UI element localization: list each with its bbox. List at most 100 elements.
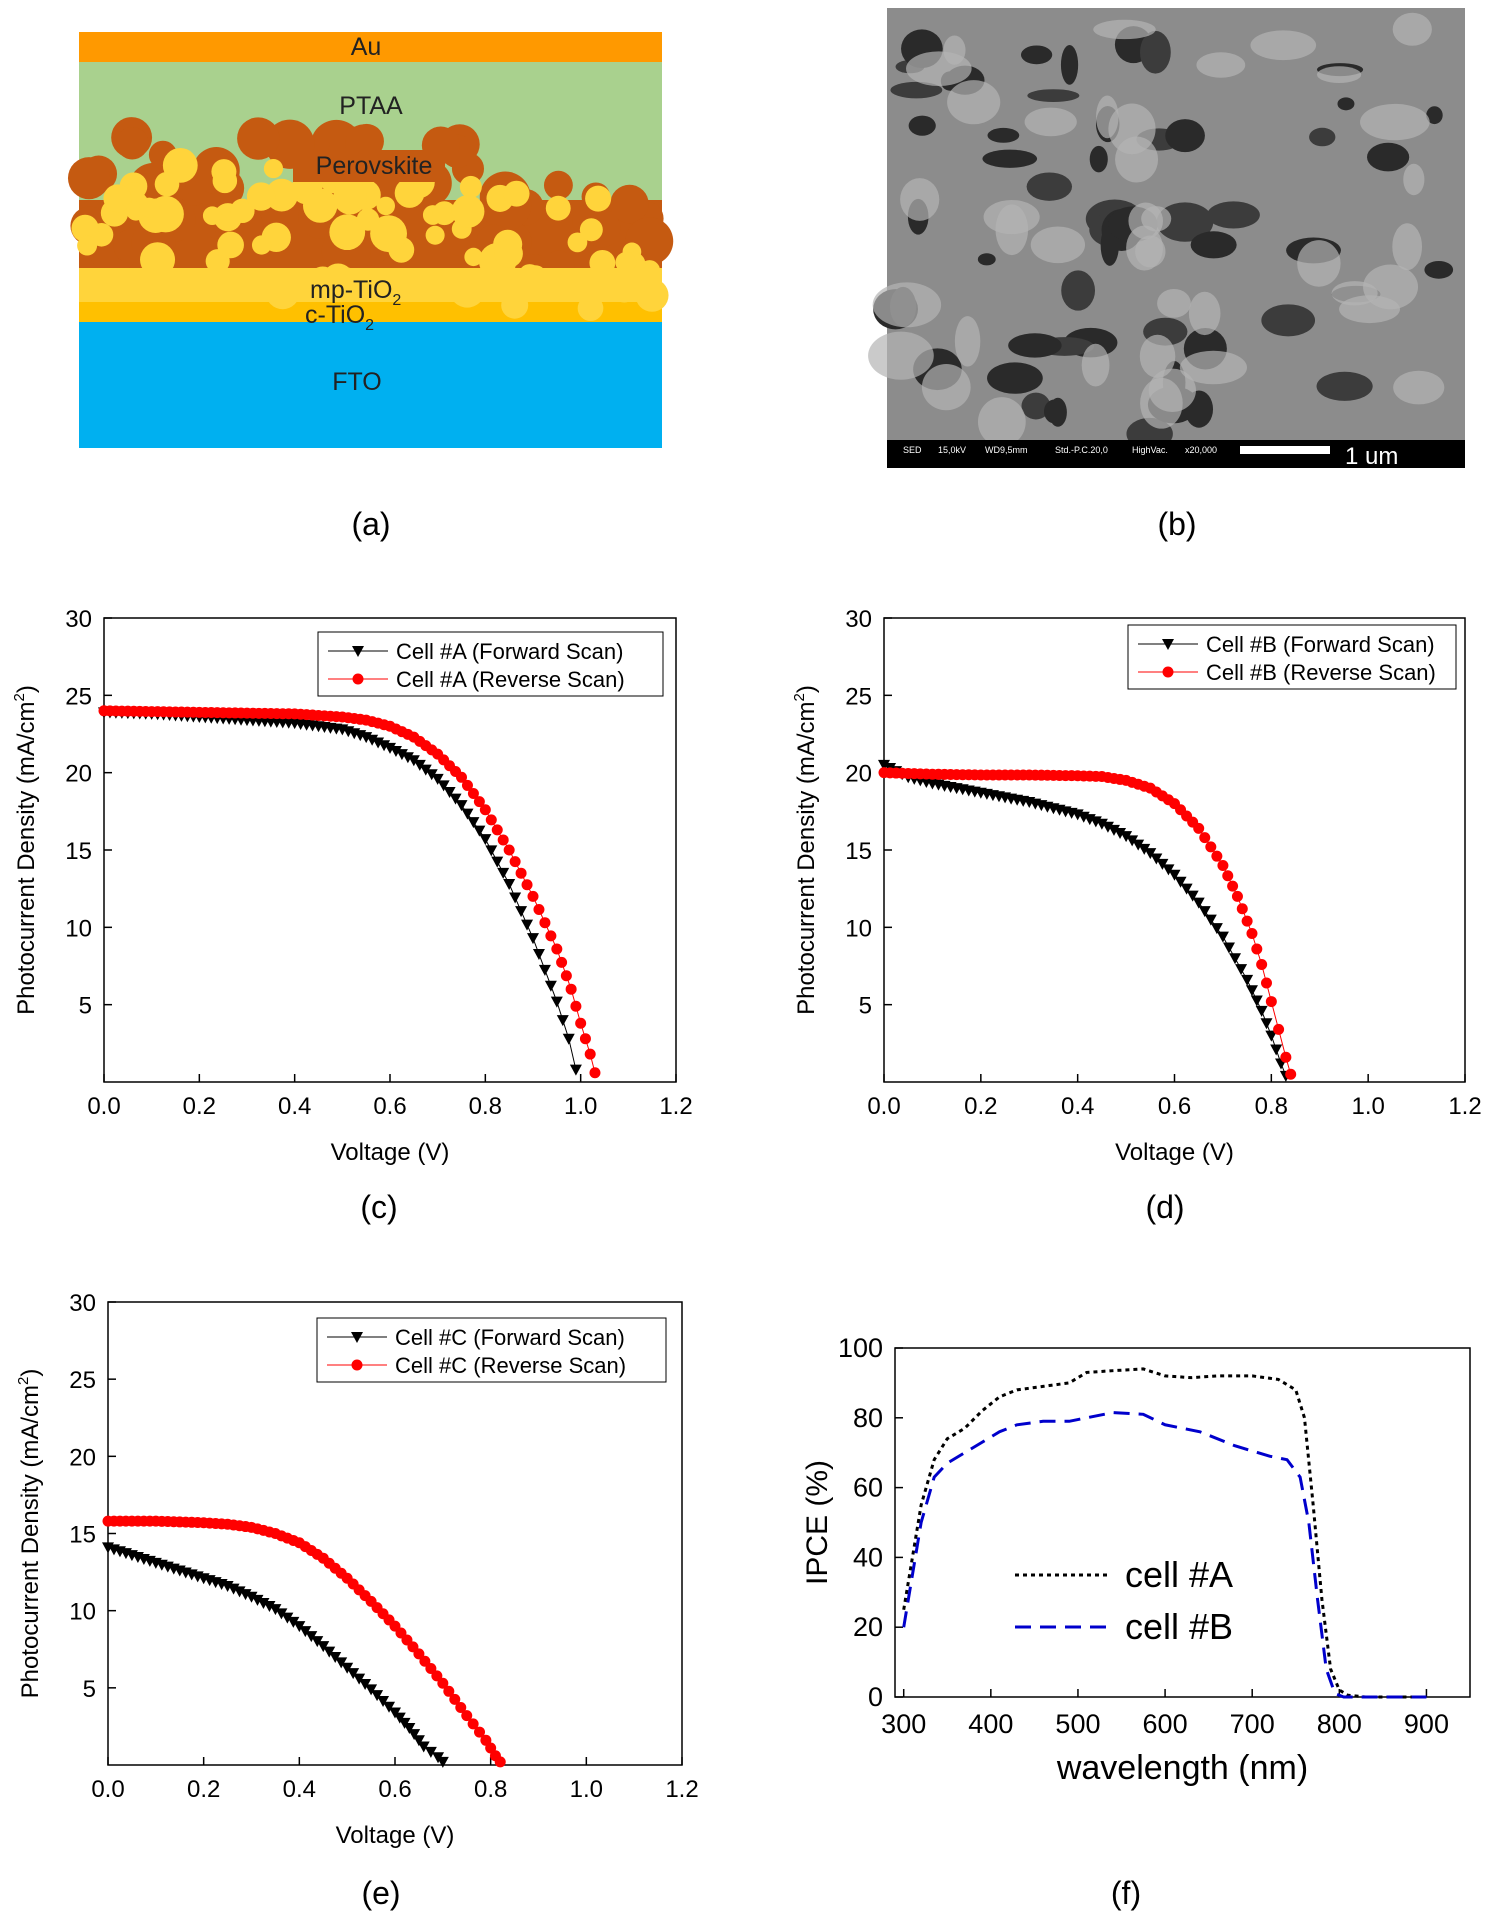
data-point-triangle: [424, 1746, 437, 1758]
series-line: [108, 1520, 501, 1763]
perovskite-grain: [543, 170, 573, 200]
data-point-triangle: [341, 1662, 354, 1674]
data-point-triangle: [407, 755, 420, 767]
tio2-particle: [432, 201, 457, 226]
x-axis-label: wavelength (nm): [1056, 1749, 1308, 1787]
data-point-circle: [1273, 1023, 1285, 1035]
data-point-circle: [527, 890, 539, 902]
data-point-circle: [413, 1648, 425, 1660]
data-point-circle: [521, 879, 533, 891]
sem-pore: [987, 127, 1020, 143]
x-tick-label: 900: [1404, 1709, 1449, 1739]
x-tick-label: 0.4: [283, 1776, 316, 1803]
x-tick-label: 0.8: [1255, 1093, 1288, 1120]
data-point-triangle: [353, 1673, 366, 1685]
data-point-triangle: [491, 856, 504, 868]
data-point-triangle: [335, 1657, 348, 1669]
sem-pore: [1156, 202, 1214, 242]
data-point-circle: [467, 788, 479, 800]
fto-label: FTO: [332, 368, 382, 396]
sem-pore: [890, 81, 943, 99]
data-point-circle: [473, 796, 485, 808]
data-point-circle: [1231, 890, 1243, 902]
data-point-triangle: [403, 1722, 416, 1734]
data-point-triangle: [455, 800, 468, 812]
sem-grain: [1196, 52, 1246, 78]
y-tick-label: 20: [853, 1612, 883, 1642]
series-cell-b-forward-scan-: [878, 759, 1292, 1082]
data-point-circle: [539, 917, 551, 929]
x-tick-label: 400: [968, 1709, 1013, 1739]
sem-pore: [1140, 30, 1171, 74]
sem-grain: [1108, 103, 1156, 155]
data-point-circle: [419, 1655, 431, 1667]
sem-grain: [1250, 30, 1317, 61]
series-line: [103, 710, 596, 1073]
data-point-circle: [456, 771, 467, 783]
data-point-triangle: [437, 780, 450, 792]
data-point-circle: [491, 824, 503, 836]
sem-grain: [868, 331, 934, 380]
y-tick-label: 10: [845, 915, 872, 942]
data-point-circle: [497, 834, 509, 846]
series-line: [902, 1411, 1427, 1699]
data-point-triangle: [1144, 848, 1157, 860]
sem-pore: [1089, 145, 1108, 173]
x-tick-label: 0.0: [867, 1093, 900, 1120]
sem-grain: [872, 282, 942, 328]
legend-label: cell #A: [1125, 1554, 1233, 1595]
data-point-triangle: [449, 793, 462, 805]
data-point-triangle: [311, 1636, 324, 1648]
tio2-particle: [202, 206, 222, 226]
x-tick-label: 0.2: [964, 1093, 997, 1120]
data-point-triangle: [351, 1332, 363, 1343]
data-point-triangle: [359, 1678, 372, 1690]
data-point-circle: [351, 1359, 363, 1371]
data-point-triangle: [371, 1690, 384, 1702]
data-point-triangle: [293, 1621, 306, 1633]
x-tick-label: 0.6: [378, 1776, 411, 1803]
data-point-circle: [431, 1670, 443, 1682]
sem-pore: [977, 253, 996, 266]
x-tick-label: 1.2: [659, 1093, 692, 1120]
y-tick-label: 0: [868, 1682, 883, 1712]
x-tick-label: 800: [1317, 1709, 1362, 1739]
series-cell-b-reverse-scan-: [878, 767, 1297, 1080]
data-point-triangle: [509, 892, 522, 904]
sem-grain: [1316, 66, 1362, 83]
x-tick-label: 1.2: [1448, 1093, 1481, 1120]
perovskite-grain: [67, 157, 111, 200]
sem-pore: [1165, 119, 1205, 153]
data-point-triangle: [383, 1701, 396, 1713]
sem-grain: [983, 199, 1040, 235]
sem-info-bar: [887, 440, 1465, 468]
sem-pore: [1337, 97, 1355, 111]
panel-label-a: (a): [351, 506, 390, 542]
tio2-particle: [545, 195, 571, 221]
perovskite-tio2-blobs: [67, 117, 674, 322]
sem-info-std: Std.-P.C.20,0: [1055, 445, 1108, 455]
y-tick-label: 25: [69, 1367, 96, 1394]
tio2-particle: [615, 251, 637, 273]
series-cell-a-reverse-scan-: [98, 705, 601, 1079]
data-point-triangle: [1114, 827, 1127, 839]
sem-grain: [1360, 103, 1430, 141]
tio2-particle: [579, 218, 603, 242]
panel-label-c: (c): [360, 1189, 397, 1225]
perovskite-label: Perovskite: [316, 152, 433, 180]
data-point-triangle: [263, 1601, 276, 1613]
data-point-triangle: [1120, 831, 1133, 843]
data-point-triangle: [1107, 824, 1120, 836]
data-point-triangle: [329, 1651, 342, 1663]
data-point-circle: [485, 814, 497, 826]
series-line: [902, 1367, 1427, 1699]
tio2-particle: [139, 197, 160, 218]
sem-pore: [1309, 127, 1336, 147]
sem-grain: [1140, 377, 1183, 429]
data-point-circle: [556, 956, 568, 968]
data-point-triangle: [245, 1591, 258, 1603]
data-point-triangle: [413, 759, 426, 771]
data-point-triangle: [299, 1626, 312, 1638]
sem-info-vac: HighVac.: [1132, 445, 1168, 455]
x-tick-label: 0.6: [1158, 1093, 1191, 1120]
